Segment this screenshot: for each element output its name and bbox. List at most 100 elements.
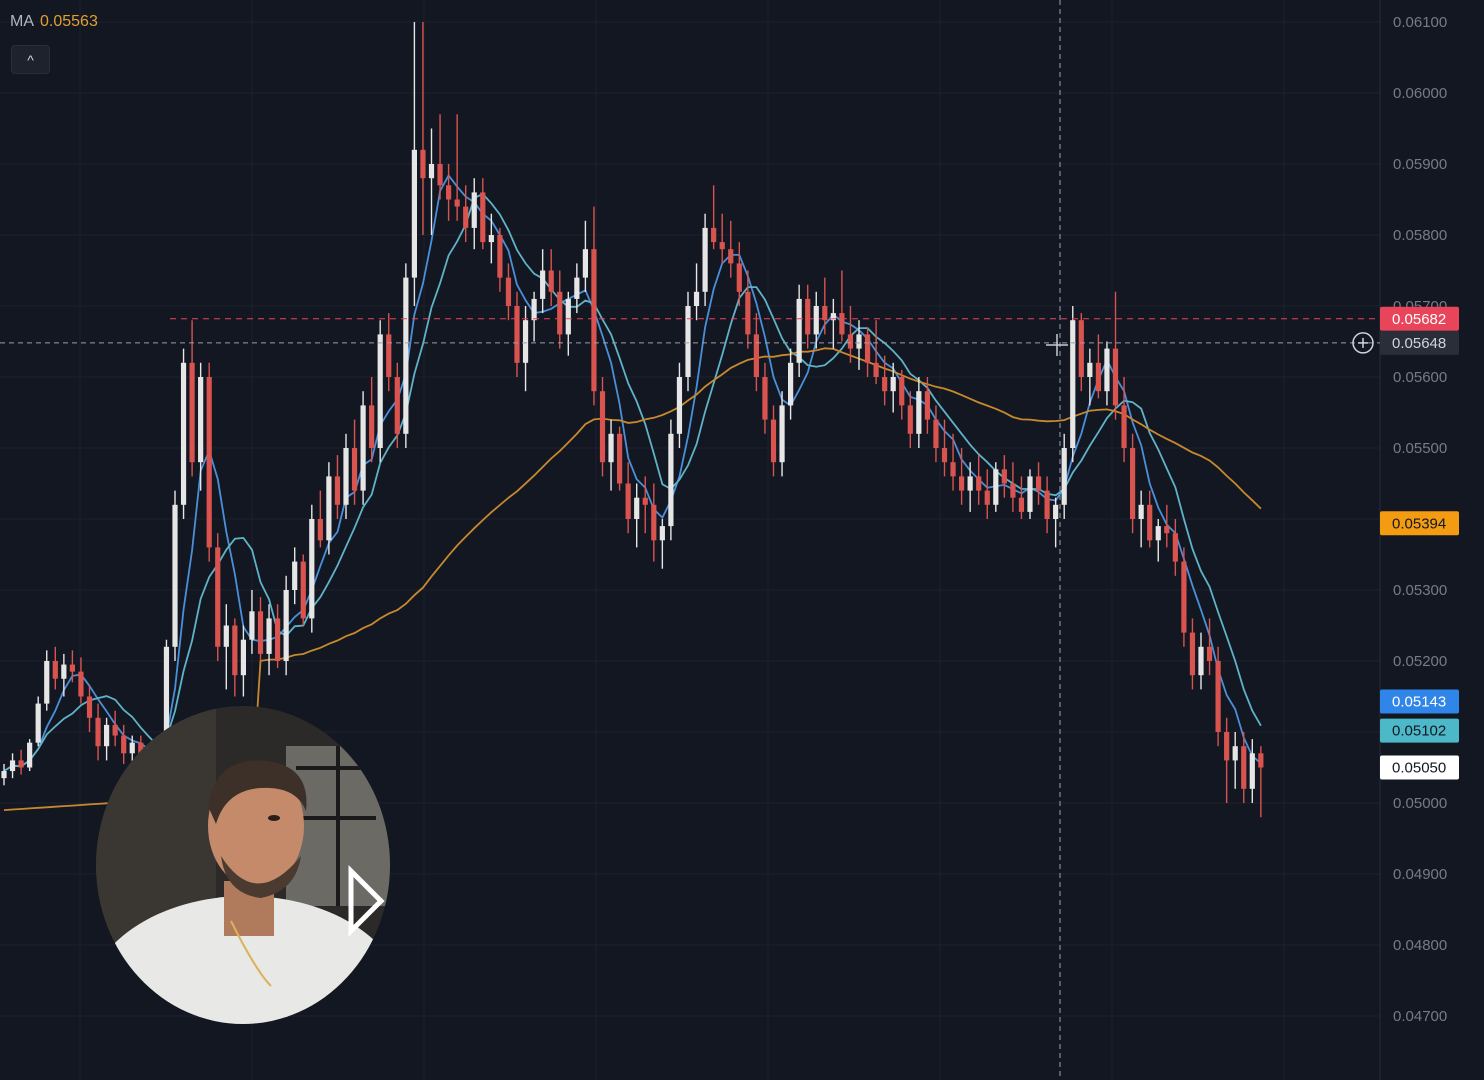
price-tag-label: 0.05050 (1392, 760, 1446, 777)
candle-body (950, 462, 956, 477)
candle (907, 391, 913, 448)
plus-circle-icon[interactable] (1352, 332, 1374, 354)
price-tag-label: 0.05394 (1392, 515, 1446, 532)
candle-body (69, 664, 75, 672)
candle-body (1189, 632, 1196, 676)
candle-body (1164, 526, 1170, 534)
candle (711, 185, 717, 250)
candle-body (249, 611, 255, 640)
candle-body (27, 742, 33, 768)
price-tag: 0.05102 (1380, 718, 1459, 743)
candle (463, 185, 469, 243)
candle-body (617, 433, 623, 484)
candle (753, 313, 759, 392)
candle (1027, 469, 1033, 519)
candle (1181, 547, 1187, 647)
candle-body (847, 334, 854, 349)
candle-body (668, 433, 674, 527)
candle-body (309, 519, 315, 619)
candle (933, 405, 939, 463)
candle-body (1018, 497, 1025, 512)
candle (830, 298, 836, 349)
collapse-legend-button[interactable]: ^ (11, 45, 50, 74)
candle-body (659, 526, 665, 541)
candle-body (198, 377, 204, 463)
candle-body (35, 703, 41, 743)
candle-body (1258, 753, 1264, 768)
candle (890, 362, 896, 413)
candle (634, 483, 640, 548)
candle (1, 763, 7, 786)
candle (1121, 377, 1127, 463)
candle-body (967, 476, 973, 491)
candle-body (1035, 476, 1042, 491)
y-axis-tick: 0.05000 (1393, 795, 1447, 812)
candle (309, 504, 315, 633)
candle-body (514, 306, 520, 363)
candle (172, 490, 178, 661)
candle (950, 433, 956, 491)
candle (1095, 334, 1101, 399)
candle (1198, 632, 1204, 690)
candle (1078, 313, 1084, 392)
candle (232, 618, 238, 697)
candle-body (292, 561, 298, 590)
y-axis-tick: 0.04700 (1393, 1008, 1447, 1025)
candle-body (369, 405, 375, 448)
candle-body (531, 298, 537, 321)
candle (497, 227, 503, 292)
candle-body (1095, 362, 1101, 392)
candle (480, 178, 486, 250)
candle-body (1172, 533, 1178, 562)
ma-line-2 (3, 192, 1262, 772)
candle-body (711, 227, 717, 243)
candle (1010, 462, 1016, 512)
candle (198, 362, 204, 491)
candle-body (1010, 483, 1016, 498)
candle-body (437, 164, 443, 186)
candle-body (1104, 348, 1110, 392)
candle (899, 369, 905, 420)
candle-body (959, 476, 965, 491)
candle (61, 653, 67, 697)
candle-body (642, 497, 648, 505)
y-axis-tick: 0.04800 (1393, 937, 1447, 954)
candle-body (736, 263, 742, 292)
candle (1249, 739, 1255, 803)
candle-body (1224, 732, 1230, 761)
candle (668, 419, 674, 541)
candle (223, 604, 229, 690)
y-axis-tick: 0.05800 (1393, 227, 1447, 244)
candle (488, 213, 494, 264)
candle (505, 263, 512, 321)
candle (420, 22, 426, 235)
candle (1215, 646, 1221, 747)
candle (300, 554, 306, 626)
candle-body (522, 320, 529, 363)
candle (44, 650, 50, 711)
y-axis-tick: 0.05900 (1393, 156, 1447, 173)
candle-body (283, 590, 289, 661)
candle (1061, 433, 1067, 519)
candle (1241, 732, 1247, 803)
candle-body (52, 661, 58, 679)
y-axis-tick: 0.04900 (1393, 866, 1447, 883)
candle-body (257, 611, 264, 654)
candle-body (779, 405, 785, 463)
price-tag: 0.05050 (1380, 755, 1459, 780)
candle-body (941, 448, 948, 463)
candle-body (351, 448, 358, 491)
candle-body (232, 625, 238, 676)
candle-body (1053, 504, 1059, 519)
price-tag-bg (1380, 718, 1459, 743)
y-axis-tick: 0.06000 (1393, 85, 1447, 102)
candle (736, 242, 742, 306)
candle (360, 391, 366, 505)
ma-legend: MA 0.05563 (10, 13, 98, 31)
candle (317, 490, 323, 548)
candle (796, 284, 802, 377)
candle (1001, 455, 1007, 498)
price-tag-bg (1380, 755, 1459, 780)
